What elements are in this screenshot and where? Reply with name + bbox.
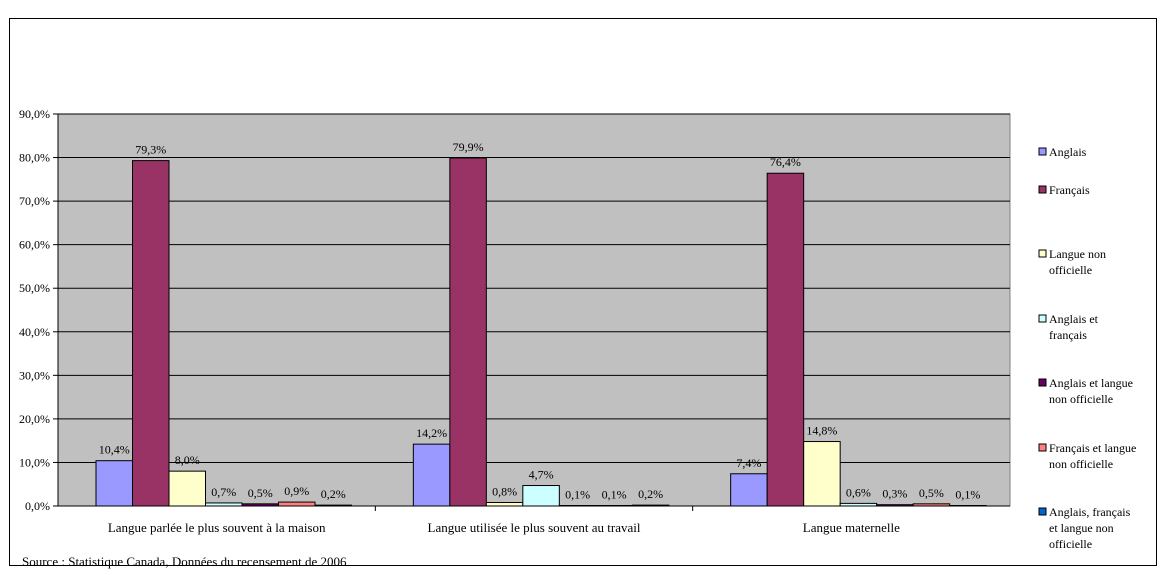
- bar: [803, 441, 841, 507]
- legend-label: officielle: [1049, 263, 1092, 277]
- y-tick-label: 0,0%: [25, 499, 50, 513]
- legend-label: Anglais et: [1049, 312, 1099, 326]
- legend-label: non officielle: [1049, 392, 1113, 406]
- legend-swatch: [1038, 314, 1047, 323]
- legend-swatch: [1038, 147, 1047, 156]
- y-tick-label: 70,0%: [19, 194, 50, 208]
- legend-swatch: [1038, 507, 1047, 516]
- bar: [168, 470, 206, 507]
- data-label: 0,7%: [211, 485, 236, 499]
- data-label: 79,3%: [135, 143, 166, 157]
- bar: [949, 505, 987, 507]
- bar: [631, 504, 670, 507]
- data-label: 14,2%: [416, 426, 447, 440]
- bar: [876, 504, 914, 507]
- bar: [730, 473, 768, 507]
- data-label: 76,4%: [770, 155, 801, 169]
- legend-label: Langue non: [1049, 247, 1106, 261]
- bar: [485, 502, 524, 507]
- x-category-label: Langue maternelle: [803, 520, 900, 535]
- data-label: 10,4%: [99, 443, 130, 457]
- data-label: 0,1%: [602, 488, 627, 502]
- y-tick-label: 60,0%: [19, 238, 50, 252]
- data-label: 0,1%: [955, 488, 980, 502]
- data-label: 0,5%: [248, 486, 273, 500]
- y-tick-label: 30,0%: [19, 368, 50, 382]
- bar: [278, 501, 316, 507]
- legend-swatch: [1038, 249, 1047, 258]
- bar: [314, 504, 352, 507]
- data-label: 0,5%: [919, 486, 944, 500]
- bar: [912, 503, 951, 507]
- chart-frame: [9, 18, 1157, 566]
- y-tick-label: 50,0%: [19, 281, 50, 295]
- source-note: Source : Statistique Canada, Données du …: [22, 554, 347, 569]
- legend-label: non officielle: [1049, 457, 1113, 471]
- x-category-label: Langue utilisée le plus souvent au trava…: [428, 520, 641, 535]
- legend-label: et langue non: [1049, 521, 1114, 535]
- legend-label: Anglais, français: [1049, 505, 1131, 519]
- plot-area: [57, 113, 1011, 507]
- data-label: 4,7%: [529, 468, 554, 482]
- y-tick-label: 80,0%: [19, 151, 50, 165]
- data-label: 79,9%: [453, 140, 484, 154]
- y-tick-label: 20,0%: [19, 412, 50, 426]
- bar: [558, 505, 597, 507]
- y-tick-label: 90,0%: [19, 107, 50, 121]
- bar: [412, 443, 451, 507]
- bar: [595, 505, 633, 507]
- data-label: 0,6%: [846, 485, 871, 499]
- legend-label: français: [1049, 328, 1087, 342]
- legend-label: Français et langue: [1049, 441, 1136, 455]
- bar: [522, 485, 560, 507]
- data-label: 0,3%: [882, 487, 907, 501]
- bar: [95, 460, 133, 507]
- y-tick-label: 10,0%: [19, 455, 50, 469]
- data-label: 0,2%: [638, 487, 663, 501]
- data-label: 0,2%: [321, 487, 346, 501]
- bar: [839, 502, 878, 507]
- legend-swatch: [1038, 378, 1047, 387]
- x-category-label: Langue parlée le plus souvent à la maiso…: [108, 520, 326, 535]
- data-label: 14,8%: [806, 424, 837, 438]
- legend-label: Anglais: [1049, 145, 1087, 159]
- legend-label: Français: [1049, 183, 1090, 197]
- bar: [241, 503, 279, 507]
- bar: [449, 157, 487, 507]
- legend-swatch: [1038, 443, 1047, 452]
- legend-label: officielle: [1049, 537, 1092, 551]
- data-label: 0,8%: [492, 485, 517, 499]
- data-label: 0,9%: [284, 484, 309, 498]
- bar: [205, 502, 243, 507]
- y-tick-label: 40,0%: [19, 325, 50, 339]
- data-label: 0,1%: [565, 488, 590, 502]
- data-label: 7,4%: [736, 456, 761, 470]
- legend-label: Anglais et langue: [1049, 376, 1133, 390]
- bar: [132, 160, 170, 507]
- data-label: 8,0%: [175, 453, 200, 467]
- legend-swatch: [1038, 185, 1047, 194]
- bar: [766, 172, 805, 507]
